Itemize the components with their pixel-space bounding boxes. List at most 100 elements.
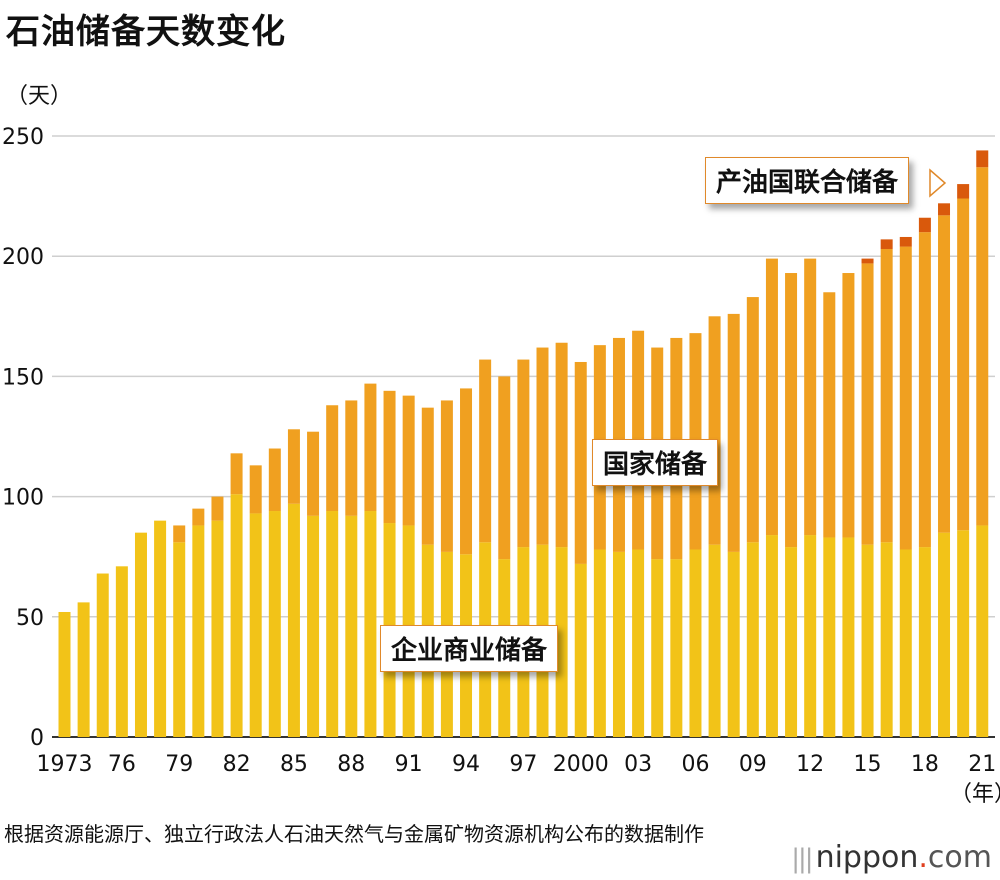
bar-private xyxy=(976,525,989,737)
private-reserve-label: 企业商业储备 xyxy=(380,625,559,672)
bar-private xyxy=(708,544,721,737)
bar-national xyxy=(708,316,721,545)
bar-national xyxy=(938,215,951,533)
bar-national xyxy=(402,395,415,526)
chart-title: 石油储备天数变化 xyxy=(6,12,286,52)
bar-private xyxy=(785,547,798,737)
bar-private xyxy=(765,535,778,737)
x-tick-label: 79 xyxy=(165,752,193,777)
bar-private xyxy=(574,563,587,737)
bar-national xyxy=(976,167,989,526)
bar-private xyxy=(211,520,224,737)
bar-producer xyxy=(976,150,989,168)
x-tick-label: 03 xyxy=(624,752,652,777)
bar-national xyxy=(804,258,817,536)
bar-producer xyxy=(957,184,970,199)
bar-national xyxy=(440,400,453,552)
x-tick-label: 97 xyxy=(509,752,537,777)
bar-private xyxy=(230,494,243,737)
bar-private xyxy=(345,515,358,737)
bar-private xyxy=(326,511,339,737)
nippon-logo[interactable]: ||| nippon.com xyxy=(791,840,992,875)
y-tick-label: 250 xyxy=(2,125,44,150)
logo-tld: com xyxy=(927,840,992,875)
y-tick-label: 0 xyxy=(30,726,44,751)
logo-dot: . xyxy=(918,840,928,875)
x-axis-unit: （年） xyxy=(950,782,1000,807)
x-tick-label: 2000 xyxy=(553,752,609,777)
bar-private xyxy=(632,549,645,737)
bar-private xyxy=(268,511,281,737)
national-reserve-label: 国家储备 xyxy=(592,439,719,486)
x-tick-label: 09 xyxy=(739,752,767,777)
bar-producer xyxy=(918,217,931,233)
bar-national xyxy=(957,198,970,531)
producer-label-pointer xyxy=(929,168,947,198)
bar-producer xyxy=(899,236,912,247)
x-tick-label: 82 xyxy=(223,752,251,777)
bar-private xyxy=(842,537,855,737)
bar-national xyxy=(746,297,759,543)
bar-private xyxy=(115,566,128,737)
x-tick-label: 15 xyxy=(854,752,882,777)
bar-national xyxy=(899,246,912,550)
bar-private xyxy=(918,547,931,737)
bar-private xyxy=(58,611,71,737)
bar-private xyxy=(899,549,912,737)
bar-national xyxy=(574,361,587,564)
bar-private xyxy=(364,511,377,737)
bar-national xyxy=(249,465,262,514)
bar-producer xyxy=(880,239,893,249)
bar-private xyxy=(823,537,836,737)
bar-private xyxy=(134,532,147,737)
bar-private xyxy=(804,535,817,737)
y-tick-label: 200 xyxy=(2,245,44,270)
bar-national xyxy=(192,508,205,526)
bar-private xyxy=(727,551,740,737)
bar-private xyxy=(938,532,951,737)
bar-national xyxy=(211,496,224,521)
producer-joint-reserve-label: 产油国联合储备 xyxy=(705,157,910,204)
stacked-bar-chart: 0 50 100 150 200 250 1973 76 79 82 85 88 91 94 97 2000 0… xyxy=(2,125,996,777)
x-tick-label: 1973 xyxy=(37,752,93,777)
bar-private xyxy=(957,530,970,737)
bar-private xyxy=(746,542,759,737)
bar-national xyxy=(230,453,243,495)
bar-private xyxy=(593,549,606,737)
y-tick-label: 100 xyxy=(2,486,44,511)
bar-private xyxy=(612,551,625,737)
bar-producer xyxy=(861,258,874,264)
bar-national xyxy=(880,248,893,543)
bar-private xyxy=(555,547,568,737)
bar-national xyxy=(823,292,836,538)
bar-national xyxy=(918,232,931,548)
y-tick-label: 150 xyxy=(2,365,44,390)
bar-private xyxy=(689,549,702,737)
bar-private xyxy=(96,573,109,737)
bar-national xyxy=(287,429,300,504)
bar-national xyxy=(421,407,434,545)
bar-producer xyxy=(938,203,951,216)
bar-private xyxy=(287,503,300,737)
bar-private xyxy=(861,544,874,737)
x-tick-label: 12 xyxy=(796,752,824,777)
source-note: 根据资源能源厅、独立行政法人石油天然气与金属矿物资源机构公布的数据制作 xyxy=(4,822,704,846)
bar-national xyxy=(479,359,492,543)
x-tick-label: 21 xyxy=(968,752,996,777)
bar-national xyxy=(268,448,281,512)
bar-national xyxy=(364,383,377,512)
bar-national xyxy=(842,273,855,538)
y-tick-label: 50 xyxy=(16,606,44,631)
bar-national xyxy=(326,405,339,512)
bar-private xyxy=(249,513,262,737)
bar-national xyxy=(785,273,798,548)
bar-private xyxy=(192,525,205,737)
x-tick-label: 91 xyxy=(395,752,423,777)
x-tick-label: 06 xyxy=(681,752,709,777)
bar-national xyxy=(345,400,358,516)
bar-private xyxy=(154,520,167,737)
bar-national xyxy=(517,359,530,548)
logo-mark-icon: ||| xyxy=(791,844,813,874)
x-tick-label: 18 xyxy=(911,752,939,777)
x-tick-label: 94 xyxy=(452,752,480,777)
